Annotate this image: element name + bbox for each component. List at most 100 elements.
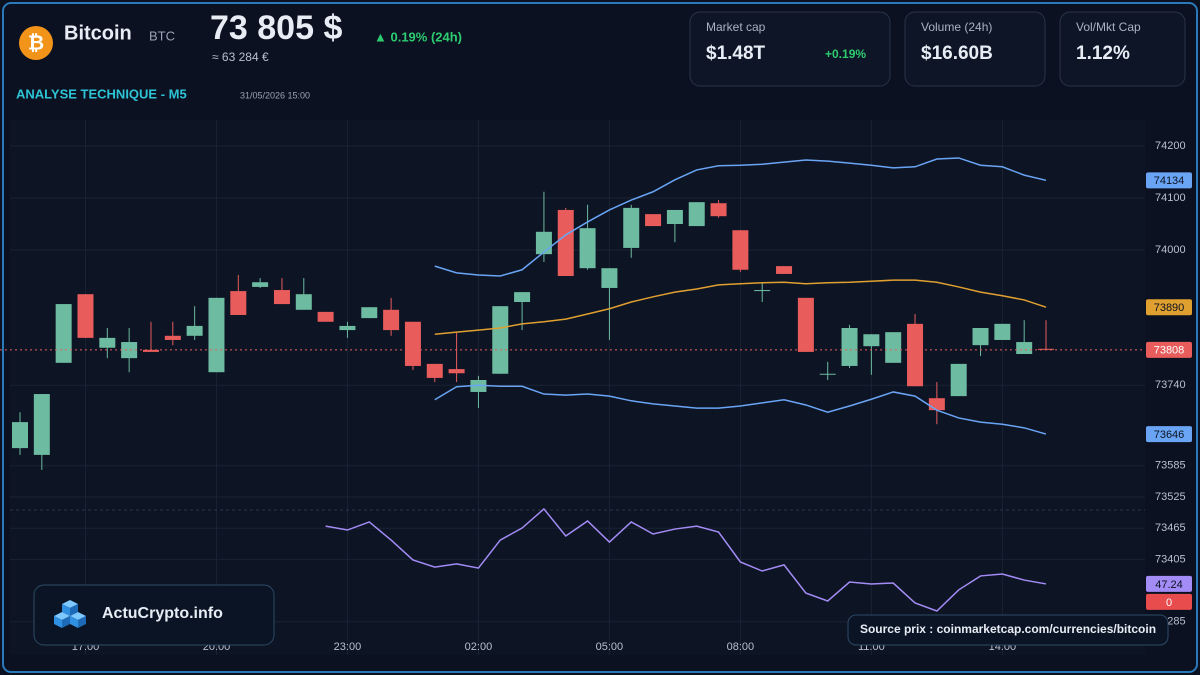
candle-body <box>863 334 880 347</box>
card-value: $1.48T <box>706 43 766 64</box>
section-title: ANALYSE TECHNIQUE - M5 <box>16 86 187 101</box>
candle-body <box>688 202 705 227</box>
grid: 17:00 20:00 23:00 02:00 05:00 08:00 11:00 14:00… <box>10 120 1186 655</box>
candle-body <box>710 203 727 217</box>
y-tick-label: 74000 <box>1155 244 1186 256</box>
x-tick-label: 23:00 <box>334 641 362 653</box>
candle-body <box>252 282 269 287</box>
candle-body <box>732 230 749 270</box>
candle-body <box>448 369 465 374</box>
overlay-badge: 73890 <box>1154 302 1185 314</box>
y-tick-label: 73465 <box>1155 522 1186 534</box>
plot-area <box>10 120 1145 655</box>
candle-body <box>12 422 28 449</box>
candle-body <box>186 325 203 336</box>
candle-body <box>339 325 356 331</box>
candle-body <box>142 349 159 352</box>
logo-symbol: ₿ <box>28 32 44 54</box>
candle-body <box>754 290 771 292</box>
candle-body <box>797 297 814 352</box>
card <box>689 11 891 87</box>
candle-body <box>361 307 378 319</box>
signal-badge: 0 <box>1166 597 1172 609</box>
candle-body <box>579 228 596 269</box>
candle-body <box>164 335 181 340</box>
band-line <box>434 279 1047 335</box>
x-tick-label: 05:00 <box>596 641 624 653</box>
price-eur: ≈ 63 284 € <box>212 50 269 64</box>
candle-body <box>535 231 552 255</box>
timestamp: 31/05/2026 15:00 <box>240 90 310 100</box>
candle-body <box>470 380 487 392</box>
candle-body <box>33 394 50 455</box>
x-tick-label: 02:00 <box>465 641 493 653</box>
candle-body <box>994 323 1011 340</box>
candle-body <box>950 363 967 397</box>
coin-name: Bitcoin <box>64 22 132 44</box>
card-value: 1.12% <box>1076 43 1130 64</box>
candle-body <box>623 207 640 248</box>
signal-badge-bg <box>1146 593 1192 610</box>
candle-body <box>557 209 574 276</box>
card <box>904 11 1046 87</box>
candle-body <box>273 290 290 305</box>
card-change: +0.19% <box>825 47 866 61</box>
candle-body <box>426 363 443 378</box>
brand-box <box>33 584 275 646</box>
brand-name: ActuCrypto.info <box>102 605 223 622</box>
candle-body <box>972 328 989 346</box>
y-tick-label: 73740 <box>1155 379 1186 391</box>
candle-body <box>383 309 400 331</box>
candle-body <box>492 306 509 374</box>
card-value: $16.60B <box>921 43 993 64</box>
candle-body <box>317 311 334 322</box>
source: Source prix : coinmarketcap.com/currenci… <box>860 622 1156 636</box>
candle-body <box>514 292 531 302</box>
candle-body <box>776 266 793 274</box>
candle-body <box>1016 342 1033 354</box>
source-box <box>847 614 1169 646</box>
band-line <box>434 384 1047 435</box>
card-label: Volume (24h) <box>921 20 992 34</box>
logo <box>19 26 53 60</box>
y-tick-label: 73525 <box>1155 491 1186 503</box>
overlay-badge: 74134 <box>1154 175 1185 187</box>
y-tick-label: 74200 <box>1155 140 1186 152</box>
candle-body <box>885 332 902 363</box>
candle-body <box>55 304 72 363</box>
band-line <box>434 157 1047 277</box>
price-badge-bg <box>1146 341 1192 358</box>
price-change: ▲ 0.19% (24h) <box>374 29 462 44</box>
candle-body <box>841 328 858 366</box>
brand-icon <box>54 600 86 628</box>
candle-body <box>77 294 94 338</box>
overlay-badge-bg <box>1146 426 1192 443</box>
price-badge: 73808 <box>1154 345 1185 357</box>
overlay-badge: 73646 <box>1154 429 1185 441</box>
card <box>1059 11 1186 87</box>
candle-body <box>230 291 247 315</box>
card-label: Vol/Mkt Cap <box>1076 20 1141 34</box>
candle-body <box>99 337 116 348</box>
y-tick-label: 73405 <box>1155 553 1186 565</box>
candle-body <box>295 294 312 310</box>
candle-body <box>666 209 683 224</box>
oscillator-badge-bg <box>1146 575 1192 592</box>
candle-body <box>601 268 618 288</box>
ticker: BTC <box>149 28 175 43</box>
badges: 74134 73890 73646 73808 47.24 0 <box>1146 172 1192 610</box>
candle-body <box>819 373 836 375</box>
candle-body <box>907 323 924 387</box>
candle-body <box>645 214 662 227</box>
card-label: Market cap <box>706 20 766 34</box>
oscillator-badge: 47.24 <box>1155 579 1183 591</box>
y-tick-label: 73585 <box>1155 460 1186 472</box>
overlay-badge-bg <box>1146 172 1192 189</box>
y-tick-label: 74100 <box>1155 192 1186 204</box>
overlay-badge-bg <box>1146 299 1192 316</box>
candle-body <box>1038 348 1055 350</box>
candle-body <box>208 297 225 373</box>
marks <box>0 157 1145 612</box>
